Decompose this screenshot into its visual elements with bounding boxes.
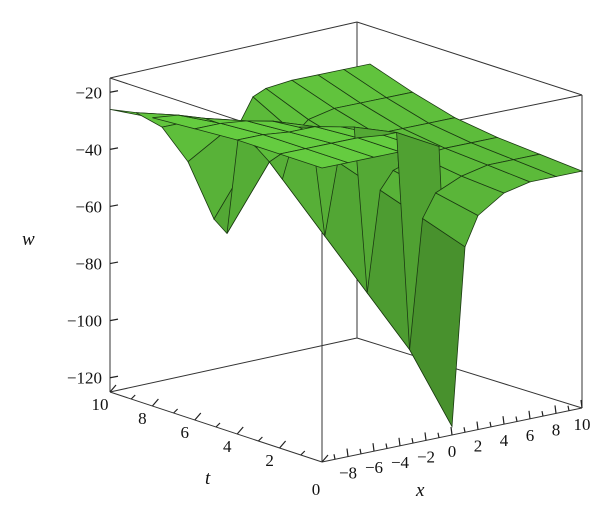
x-tick-mark (398, 437, 401, 446)
x-tick-label: 6 (526, 426, 535, 445)
x-axis-ticks: −8 −6 −4 −2 0 2 4 6 8 100 (312, 399, 591, 499)
box-edge (109, 337, 358, 393)
t-tick-label: 10 (92, 395, 109, 414)
t-minor-tick (300, 450, 306, 456)
box-edge (356, 337, 583, 409)
t-tick-mark (321, 454, 329, 463)
x-tick-mark (476, 421, 479, 430)
t-tick-mark (194, 412, 202, 421)
z-axis-label: w (22, 229, 35, 250)
surface-mesh (109, 63, 584, 428)
x-minor-tick (541, 410, 544, 417)
x-tick-mark (502, 416, 505, 425)
z-tick-mark (109, 90, 119, 93)
x-tick-label: 4 (500, 431, 509, 450)
surface-patch (512, 153, 584, 177)
z-tick-label: −40 (75, 140, 102, 159)
z-tick-label: −60 (75, 197, 102, 216)
t-tick-label: 4 (223, 437, 232, 456)
z-tick-label: −80 (75, 255, 102, 274)
x-tick-label: −6 (365, 458, 383, 477)
z-tick-label: −100 (67, 312, 102, 331)
x-minor-tick (463, 427, 466, 433)
x-tick-mark (528, 410, 531, 419)
x-tick-mark (346, 448, 349, 457)
t-tick-label: 0 (312, 480, 321, 499)
t-tick-label: 2 (265, 451, 274, 470)
x-tick-label: −8 (339, 464, 357, 483)
x-tick-mark (450, 426, 453, 436)
x-tick-label: 10 (574, 415, 591, 434)
x-tick-label: 8 (552, 420, 561, 439)
z-tick-mark (109, 261, 119, 265)
x-minor-tick (489, 421, 492, 428)
t-axis-label: t (205, 468, 211, 489)
box-edge (109, 21, 358, 79)
x-minor-tick (437, 432, 440, 438)
z-tick-mark (109, 147, 119, 150)
t-minor-tick (215, 422, 221, 428)
t-tick-label: 6 (181, 423, 190, 442)
t-tick-label: 8 (138, 409, 147, 428)
z-tick-label: −20 (75, 83, 102, 102)
t-tick-mark (151, 398, 159, 407)
z-axis-ticks: −20 −40 −60 −80 −100 −120 (67, 83, 119, 388)
t-axis-ticks: 2 4 6 8 10 (92, 384, 329, 470)
x-tick-mark (580, 399, 583, 409)
x-tick-mark (554, 405, 557, 414)
x-tick-mark (424, 432, 427, 441)
x-minor-tick (515, 416, 518, 422)
x-tick-mark (372, 443, 375, 452)
x-axis-label: x (415, 480, 425, 501)
x-tick-label: −2 (417, 447, 435, 466)
z-tick-mark (109, 204, 119, 208)
t-minor-tick (130, 394, 136, 400)
x-minor-tick (411, 437, 414, 444)
x-tick-label: 2 (474, 437, 483, 456)
x-minor-tick (359, 448, 362, 455)
z-tick-mark (109, 318, 119, 322)
z-tick-label: −120 (67, 369, 102, 388)
t-tick-mark (279, 440, 287, 449)
x-minor-tick (567, 405, 570, 411)
t-tick-mark (109, 384, 117, 393)
x-tick-label: −4 (391, 453, 410, 472)
z-tick-mark (109, 375, 119, 379)
x-minor-tick (385, 443, 388, 449)
t-tick-mark (236, 426, 244, 435)
box-edge (356, 21, 583, 96)
t-minor-tick (257, 436, 263, 442)
x-tick-label: 0 (448, 442, 457, 461)
x-minor-tick (333, 454, 336, 460)
t-minor-tick (173, 408, 179, 414)
